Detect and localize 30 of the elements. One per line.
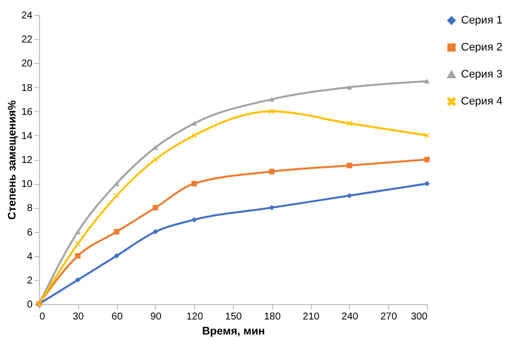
- y-tick-label: 22: [21, 34, 33, 46]
- y-tick-label: 18: [21, 82, 33, 94]
- x-tick-label: 60: [112, 312, 124, 322]
- x-tick-label: 270: [380, 312, 398, 322]
- y-tick-label: 0: [26, 300, 33, 310]
- x-tick-label: 120: [186, 312, 204, 322]
- x-tick-label: 150: [225, 312, 242, 322]
- y-axis-title: Степень замещения%: [6, 100, 18, 220]
- y-tick-label: 12: [21, 155, 33, 166]
- y-tick-label: 16: [21, 106, 33, 118]
- y-tick-label: 24: [21, 10, 33, 22]
- x-tick-label: 90: [150, 312, 162, 322]
- y-tick-label: 20: [21, 58, 33, 70]
- y-tick-label: 6: [26, 227, 33, 238]
- y-tick-label: 8: [26, 203, 33, 214]
- y-tick-label: 2: [26, 275, 33, 286]
- legend-label: Серия 3: [461, 68, 502, 80]
- x-tick-label: 0: [40, 312, 46, 322]
- x-tick-label: 210: [302, 312, 320, 322]
- y-tick-label: 4: [26, 251, 33, 262]
- y-tick-label: 10: [21, 179, 33, 190]
- x-tick-label: 180: [264, 312, 282, 322]
- x-tick-label: 240: [342, 312, 359, 322]
- legend-label: Серия 2: [461, 42, 502, 54]
- x-tick-label: 30: [72, 312, 84, 322]
- x-tick-label: 300: [410, 312, 428, 322]
- legend-label: Серия 1: [461, 14, 502, 26]
- legend-label: Серия 4: [461, 96, 502, 108]
- x-axis-title: Время, мин: [202, 326, 265, 338]
- y-tick-label: 14: [21, 130, 33, 142]
